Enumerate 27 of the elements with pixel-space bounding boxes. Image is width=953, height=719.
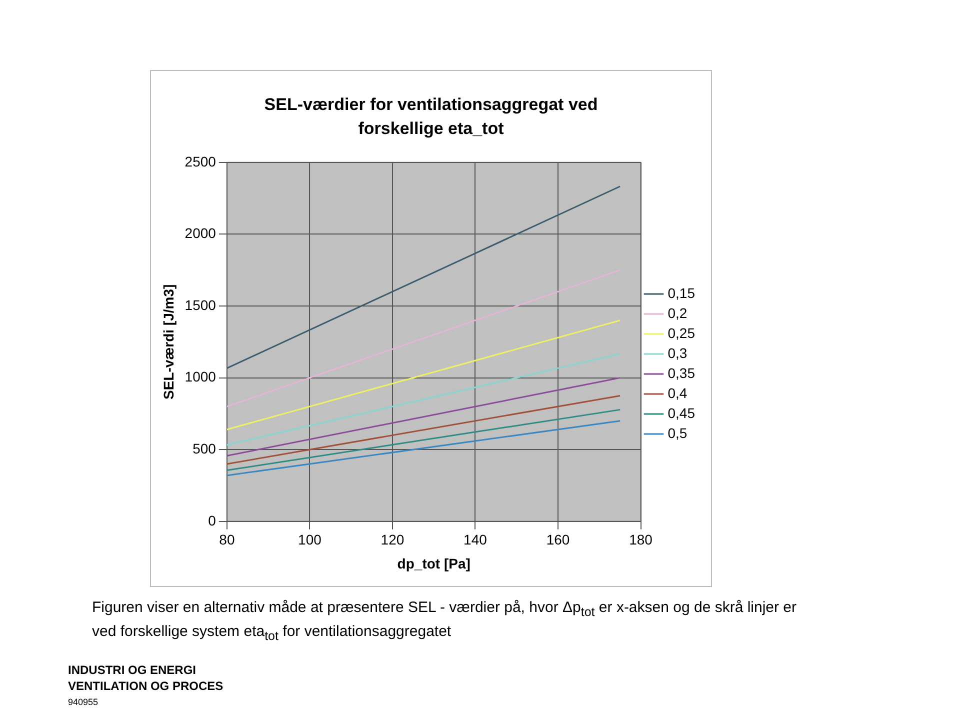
legend-label: 0,15 — [668, 284, 696, 301]
y-tick-label: 1500 — [184, 296, 216, 313]
text: VENTILATION OG PROCES — [68, 678, 224, 694]
chart-title: SEL-værdier for ventilationsaggregat ved forskellige eta_tot — [263, 94, 599, 140]
x-axis-title: dp_tot [Pa] — [397, 555, 470, 572]
legend-label: 0,4 — [668, 384, 688, 401]
legend-label: 0,3 — [668, 344, 688, 361]
y-tick-label: 500 — [192, 440, 216, 456]
x-tick-label: 80 — [219, 532, 235, 548]
y-tick-label: 1000 — [184, 368, 216, 385]
y-tick-label: 2000 — [184, 225, 216, 242]
text: 940955 — [68, 696, 100, 709]
y-tick-label: 2500 — [184, 153, 216, 170]
x-tick-label: 140 — [464, 532, 488, 548]
y-axis-title: SEL-værdi [J/m3] — [160, 284, 176, 400]
text: INDUSTRI OG ENERGI — [68, 662, 198, 678]
x-tick-label: 180 — [629, 532, 653, 548]
x-tick-label: 120 — [380, 532, 404, 548]
legend-label: 0,2 — [668, 304, 688, 321]
y-tick-label: 0 — [208, 512, 216, 528]
legend-label: 0,5 — [668, 424, 688, 441]
x-tick-label: 160 — [546, 532, 570, 548]
legend-label: 0,45 — [668, 404, 696, 421]
x-tick-label: 100 — [298, 532, 322, 548]
text: Figuren viser en alternativ måde at præsentere SEL - værdier på, hvor Δp$_{tot}$ er x-aksen og de skrå linjer er ved forskellige system eta$_{tot}$ for ventilationsaggregatet — [92, 599, 797, 643]
legend-label: 0,25 — [668, 324, 696, 341]
legend-label: 0,35 — [668, 364, 696, 381]
